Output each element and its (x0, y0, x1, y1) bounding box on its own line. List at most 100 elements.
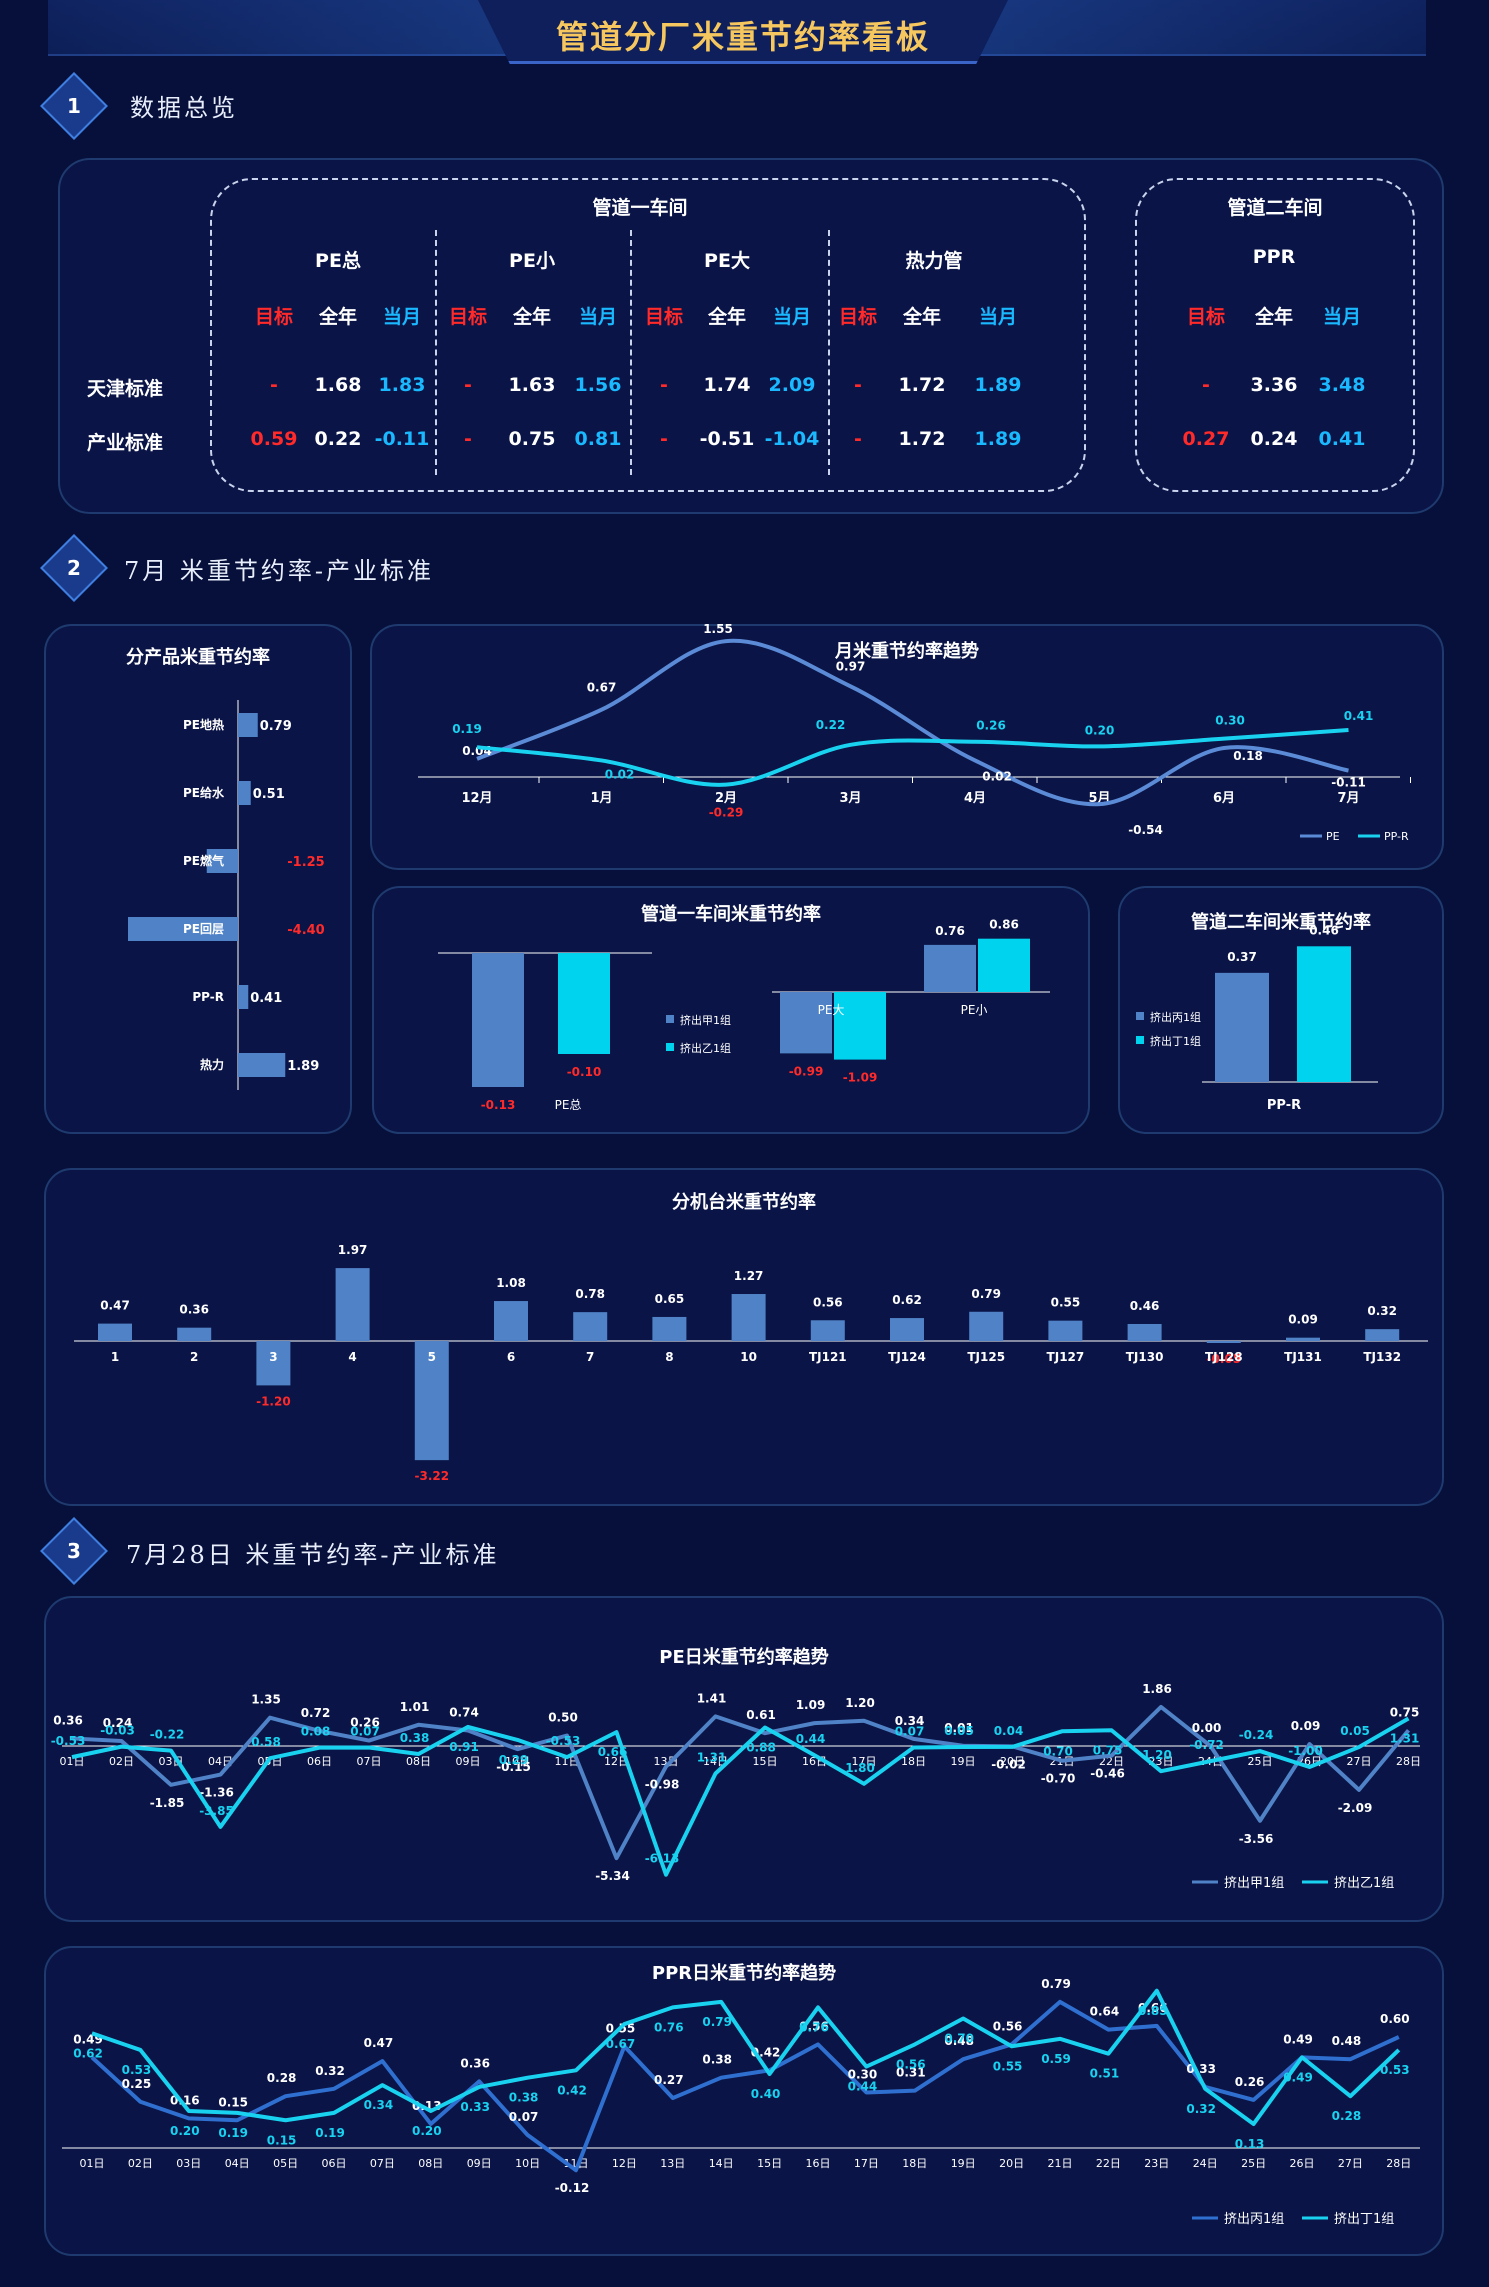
data-label: 0.56 (993, 2019, 1023, 2033)
data-label: 0.41 (1344, 709, 1374, 723)
data-label: 1.31 (697, 1751, 727, 1765)
data-label: 0.38 (702, 2053, 732, 2067)
data-label: 0.00 (1192, 1721, 1222, 1735)
col-header: 全年 (707, 306, 746, 328)
x-tick-label: 27日 (1338, 2157, 1363, 2170)
data-label: 0.26 (976, 719, 1006, 733)
data-label: 0.62 (892, 1293, 922, 1307)
data-label: -0.11 (1331, 776, 1366, 790)
data-label: -3.56 (1239, 1832, 1274, 1846)
page-title: 管道分厂米重节约率看板 (555, 18, 930, 56)
legend-label: 挤出甲1组 (1224, 1876, 1284, 1891)
data-label: 0.13 (1235, 2137, 1265, 2151)
bar (780, 992, 832, 1054)
data-label: -0.05 (1207, 1352, 1242, 1366)
data-label: 0.09 (1288, 1313, 1318, 1327)
row-label-tianjin: 天津标准 (86, 378, 163, 400)
col-header: 目标 (448, 306, 487, 328)
x-tick-label: 7月 (1337, 791, 1359, 806)
col-header: 目标 (644, 306, 683, 328)
x-tick-label: 05日 (273, 2157, 298, 2170)
col-header: 当月 (1322, 306, 1361, 328)
data-label: 0.19 (315, 2126, 345, 2140)
bar (128, 917, 238, 941)
data-label: 0.53 (1380, 2063, 1410, 2077)
x-tick-label: 10日 (505, 1755, 530, 1768)
data-label: 0.47 (364, 2036, 394, 2050)
row-label-industry: 产业标准 (86, 432, 163, 454)
data-label: 0.97 (836, 659, 866, 673)
series-line (71, 1716, 1410, 1877)
data-label: 0.01 (944, 1721, 974, 1735)
data-label: 0.24 (103, 1716, 133, 1730)
data-label: 0.50 (548, 1711, 578, 1725)
overview-value: 0.59 (250, 428, 298, 450)
data-label: -0.54 (1128, 823, 1163, 837)
data-label: 0.34 (895, 1714, 925, 1728)
x-tick-label: 06日 (322, 2157, 347, 2170)
bar (810, 1320, 845, 1341)
overview-value: 1.63 (508, 374, 556, 396)
value-label: 0.51 (253, 787, 285, 802)
bar (731, 1294, 766, 1341)
data-label: 0.02 (982, 769, 1012, 783)
x-tick-label: 01日 (60, 1755, 85, 1768)
x-tick-label: 12月 (461, 791, 492, 806)
data-label: 0.70 (944, 2032, 974, 2046)
series-line (71, 1704, 1411, 1861)
x-tick-label: 08日 (406, 1755, 431, 1768)
overview-value: 0.22 (314, 428, 362, 450)
data-label: -0.70 (1041, 1772, 1076, 1786)
group-name-2: PE大 (704, 250, 750, 272)
bar (256, 1341, 291, 1386)
data-label: -0.03 (100, 1724, 135, 1738)
by-machine-title: 分机台米重节约率 (672, 1192, 816, 1213)
workshop1-panel (372, 886, 1090, 1134)
bar (1215, 972, 1269, 1082)
data-label: 0.04 (462, 744, 492, 758)
category-label: 4 (348, 1350, 356, 1364)
legend-label: PE (1326, 830, 1340, 843)
category-label: 3 (269, 1350, 277, 1364)
x-tick-label: 2月 (715, 791, 737, 806)
data-label: 0.30 (1215, 714, 1245, 728)
overview-value: 1.74 (703, 374, 751, 396)
overview-value: 3.36 (1250, 374, 1298, 396)
legend-label: 挤出丁1组 (1150, 1034, 1201, 1048)
data-label: 0.30 (848, 2068, 878, 2082)
data-label: -0.53 (51, 1734, 86, 1748)
data-label: 0.66 (598, 1745, 628, 1759)
data-label: 0.05 (944, 1724, 974, 1738)
legend-swatch (1136, 1036, 1144, 1044)
overview-value: - (464, 428, 472, 450)
col-header: 目标 (254, 306, 293, 328)
category-label: PE燃气 (183, 853, 224, 868)
category-label: PE给水 (183, 785, 225, 800)
category-label: TJ124 (888, 1350, 926, 1364)
section-title-3: 7月28日 米重节约率-产业标准 (126, 1541, 500, 1569)
overview-value: 0.27 (1182, 428, 1230, 450)
data-label: 0.32 (1367, 1304, 1397, 1318)
col-header: 全年 (512, 306, 551, 328)
data-label: 0.15 (218, 2095, 248, 2109)
series-line (476, 638, 1349, 807)
bar (335, 1268, 370, 1341)
data-label: 0.07 (350, 1724, 380, 1738)
category-label: TJ121 (809, 1350, 847, 1364)
bar (238, 1053, 286, 1077)
data-label: 0.20 (1085, 723, 1115, 737)
data-label: 0.22 (816, 718, 846, 732)
x-tick-label: 16日 (806, 2157, 831, 2170)
data-label: 0.49 (1283, 2070, 1313, 2084)
bar (978, 938, 1030, 992)
data-label: 0.79 (971, 1287, 1001, 1301)
data-label: -0.98 (645, 1778, 680, 1792)
data-label: 0.91 (449, 1740, 479, 1754)
category-label: TJ131 (1284, 1350, 1322, 1364)
data-label: 1.20 (845, 1696, 875, 1710)
category-label: PP-R (192, 990, 224, 1004)
by-product-title: 分产品米重节约率 (126, 647, 270, 668)
x-tick-label: 6月 (1213, 791, 1235, 806)
bar (206, 849, 238, 873)
x-tick-label: 07日 (370, 2157, 395, 2170)
